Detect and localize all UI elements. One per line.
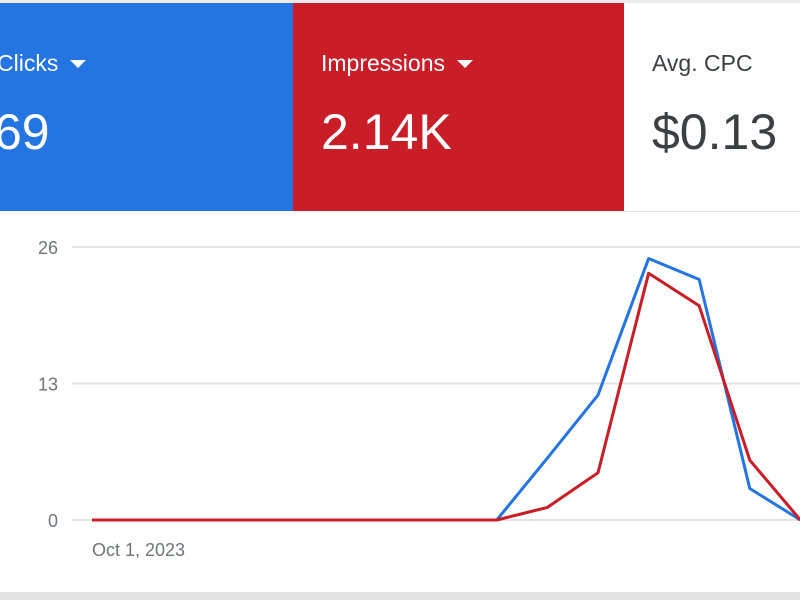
avg-cpc-label: Avg. CPC	[652, 50, 753, 76]
metric-card-clicks[interactable]: Clicks 69	[0, 3, 293, 211]
line-chart: 0 13 26 Oct 1, 2023	[0, 220, 800, 592]
clicks-value: 69	[0, 104, 50, 160]
metric-label-clicks[interactable]: Clicks	[0, 50, 87, 77]
caret-down-icon[interactable]	[70, 59, 87, 68]
impressions-label: Impressions	[321, 50, 445, 76]
y-tick-label: 13	[38, 375, 58, 395]
impressions-value: 2.14K	[321, 104, 452, 160]
series-line-impressions	[92, 271, 800, 522]
y-tick-label: 0	[48, 511, 58, 531]
clicks-label: Clicks	[0, 50, 59, 76]
bottom-border	[0, 592, 800, 600]
chart-svg: 0 13 26 Oct 1, 2023	[38, 238, 800, 560]
metric-cards: Clicks 69 Impressions 2.14K Avg. CPC $0.…	[0, 3, 800, 212]
series-line-clicks	[92, 257, 800, 522]
top-border	[0, 0, 800, 3]
metric-label-impressions[interactable]: Impressions	[321, 50, 473, 77]
avg-cpc-value: $0.13	[652, 104, 778, 160]
x-tick-label: Oct 1, 2023	[92, 540, 185, 560]
caret-down-icon[interactable]	[456, 59, 473, 68]
metric-card-avg-cpc[interactable]: Avg. CPC $0.13	[624, 3, 800, 212]
metric-card-impressions[interactable]: Impressions 2.14K	[293, 3, 624, 211]
y-tick-label: 26	[38, 238, 58, 258]
